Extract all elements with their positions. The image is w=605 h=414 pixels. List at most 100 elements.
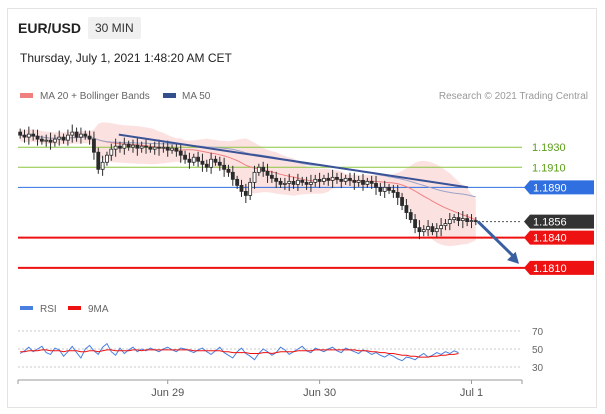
x-tick-label: Jun 30 bbox=[303, 387, 336, 399]
candle-body bbox=[66, 134, 70, 141]
candle-body bbox=[361, 179, 365, 185]
level-tag-4 bbox=[524, 230, 594, 245]
candle-body bbox=[382, 187, 387, 192]
candle-body bbox=[421, 229, 426, 233]
candle-body bbox=[452, 217, 457, 220]
level-label-3: 1.1856 bbox=[533, 217, 567, 229]
candle-body bbox=[330, 176, 335, 181]
candle-body bbox=[44, 139, 49, 142]
candle-body bbox=[326, 177, 331, 181]
candle-body bbox=[105, 154, 109, 163]
candle-body bbox=[152, 146, 157, 150]
level-tag-5 bbox=[524, 260, 594, 275]
rsi-ma-line bbox=[20, 349, 459, 358]
candle-body bbox=[26, 133, 31, 138]
x-tick-label: Jun 29 bbox=[151, 387, 184, 399]
level-labels: 1.1930 1.1910 1.1890 1.1856 1.1840 1.1810 bbox=[524, 142, 594, 275]
candle-body bbox=[456, 217, 461, 221]
candle-body bbox=[387, 187, 391, 191]
candle-body bbox=[92, 138, 96, 153]
candle-body bbox=[473, 220, 478, 222]
legend-label-rsi: RSI bbox=[40, 304, 57, 315]
candle-body bbox=[48, 139, 53, 143]
candle-body bbox=[57, 136, 62, 140]
candle-body bbox=[187, 158, 192, 163]
candle-body bbox=[256, 166, 261, 173]
candle-body bbox=[243, 191, 248, 196]
candle-body bbox=[96, 151, 101, 170]
candle-body bbox=[348, 177, 352, 181]
chart-panel bbox=[7, 8, 597, 408]
candle-body bbox=[291, 180, 296, 185]
candle-body bbox=[400, 197, 404, 206]
candle-body bbox=[282, 182, 287, 185]
datetime-label: Thursday, July 1, 2021 1:48:20 AM CET bbox=[20, 51, 232, 65]
projection-arrow-head bbox=[507, 251, 519, 264]
candle-body bbox=[126, 143, 131, 148]
level-label-2: 1.1890 bbox=[533, 182, 567, 194]
candle-body bbox=[430, 226, 435, 233]
candle-body bbox=[322, 177, 326, 182]
level-label-4: 1.1840 bbox=[533, 233, 567, 245]
candle-body bbox=[278, 180, 283, 185]
trendline-group bbox=[118, 133, 519, 264]
candle-body bbox=[183, 154, 187, 160]
price-legend: MA 20 + Bollinger Bands MA 50 Research ©… bbox=[20, 91, 588, 102]
candle-body bbox=[118, 145, 122, 149]
candle-body bbox=[74, 131, 79, 138]
candle-body bbox=[287, 180, 292, 184]
candle-body bbox=[317, 178, 322, 182]
level-tag-2 bbox=[524, 180, 594, 195]
legend-swatch-9ma bbox=[68, 306, 81, 310]
candle-body bbox=[52, 138, 57, 143]
candle-body bbox=[31, 133, 36, 137]
candle-body bbox=[222, 164, 227, 170]
candle-body bbox=[235, 178, 240, 186]
rsi-lines bbox=[19, 342, 459, 362]
level-label-0: 1.1930 bbox=[532, 142, 566, 154]
candle-body bbox=[391, 190, 396, 193]
candle-body bbox=[139, 145, 144, 149]
legend-swatch-ma50 bbox=[163, 93, 176, 98]
rsi-tick-label: 70 bbox=[532, 327, 544, 338]
candle-body bbox=[465, 218, 470, 222]
candle-body bbox=[157, 146, 161, 149]
candle-body bbox=[265, 170, 270, 176]
rsi-tick-label: 50 bbox=[532, 345, 544, 356]
candle-body bbox=[352, 179, 357, 183]
bollinger-band bbox=[20, 122, 476, 247]
candle-body bbox=[83, 133, 88, 137]
candle-body bbox=[165, 146, 170, 151]
candle-body bbox=[274, 177, 279, 182]
level-tag-3 bbox=[524, 214, 594, 229]
rsi-tick-label: 30 bbox=[532, 363, 544, 374]
candle-body bbox=[213, 158, 218, 163]
rsi-grid: 70 50 30 bbox=[18, 327, 544, 374]
candle-body bbox=[408, 212, 413, 220]
candle-body bbox=[460, 218, 465, 221]
candle-body bbox=[131, 144, 135, 148]
candle-body bbox=[122, 143, 127, 149]
candle-body bbox=[170, 147, 174, 151]
candle-body bbox=[35, 135, 40, 140]
candle-body bbox=[378, 187, 383, 192]
candle-body bbox=[269, 174, 274, 179]
candle-body bbox=[209, 158, 214, 168]
bollinger-band-area bbox=[20, 122, 476, 247]
timeframe-badge[interactable]: 30 MIN bbox=[88, 17, 141, 39]
candle-body bbox=[434, 228, 439, 233]
candle-body bbox=[196, 156, 200, 162]
level-lines bbox=[18, 146, 594, 269]
legend-label-ma20-bollinger: MA 20 + Bollinger Bands bbox=[40, 91, 150, 102]
candle-body bbox=[356, 179, 361, 183]
level-label-1: 1.1910 bbox=[532, 162, 566, 174]
resistance-trendline bbox=[118, 133, 469, 189]
candle-body bbox=[109, 148, 114, 156]
candle-body bbox=[309, 181, 313, 185]
candle-body bbox=[113, 145, 118, 150]
candle-body bbox=[204, 163, 209, 168]
pair-title: EUR/USD bbox=[18, 20, 82, 36]
candle-body bbox=[87, 135, 92, 140]
candle-body bbox=[343, 177, 348, 182]
